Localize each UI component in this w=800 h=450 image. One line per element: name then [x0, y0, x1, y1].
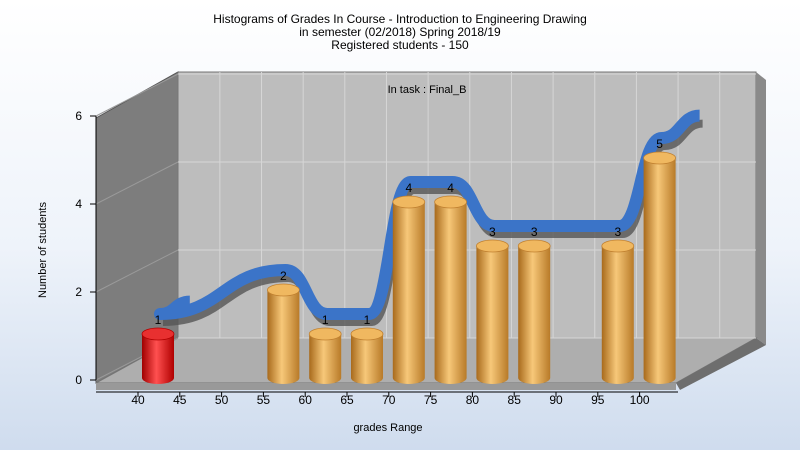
bar-body [309, 334, 342, 384]
y-axis-label: Number of students [37, 202, 49, 298]
bar-body [351, 334, 383, 384]
y-tick-label: 6 [75, 109, 82, 123]
bar-value-label: 1 [364, 313, 371, 327]
x-tick-label: 80 [466, 393, 480, 407]
bar-value-label: 1 [155, 313, 162, 327]
bar-body [518, 246, 551, 384]
bar-value-label: 5 [656, 137, 663, 151]
bar-value-label: 4 [405, 181, 412, 195]
x-tick-label: 100 [630, 393, 650, 407]
bar-80: 3 [475, 225, 509, 384]
bar-body [643, 158, 676, 384]
trend-ribbon [154, 109, 704, 326]
bar-top [475, 239, 509, 253]
bar-top [308, 327, 342, 341]
bar-body [476, 246, 509, 384]
bar-value-label: 3 [531, 225, 538, 239]
bar-top [517, 239, 551, 253]
y-tick-label: 0 [75, 373, 82, 387]
bar-70: 4 [392, 181, 426, 384]
bar-top [350, 327, 384, 341]
bar-top [643, 151, 676, 165]
bar-body [434, 202, 467, 384]
x-tick-label: 95 [591, 393, 605, 407]
x-axis: 40 45 50 55 60 65 70 75 80 85 90 95 100 [96, 391, 678, 407]
bar-top [434, 195, 468, 209]
task-annotation: In task : Final_B [388, 84, 467, 96]
bar-75: 4 [434, 181, 468, 384]
bar-top [601, 239, 635, 253]
bar-value-label: 4 [447, 181, 454, 195]
y-axis: 0 2 4 6 [75, 109, 97, 387]
x-tick-label: 75 [424, 393, 438, 407]
bar-95: 3 [601, 225, 635, 384]
bar-body [267, 290, 300, 384]
bar-value-label: 3 [614, 225, 621, 239]
bar-40: 1 [141, 313, 175, 384]
bar-body [142, 334, 174, 384]
floor-front-edge [96, 383, 676, 390]
chart-title-line-3: Registered students - 150 [331, 38, 469, 52]
x-tick-label: 65 [340, 393, 354, 407]
bars-group: 1 2 1 1 4 4 3 3 3 5 [141, 137, 676, 384]
x-tick-label: 40 [131, 393, 145, 407]
bar-55: 2 [266, 269, 300, 384]
bar-100: 5 [643, 137, 676, 384]
trend-shadow [162, 119, 704, 326]
chart-title-line-1: Histograms of Grades In Course - Introdu… [213, 12, 587, 26]
bar-top [392, 195, 426, 209]
x-tick-label: 90 [549, 393, 563, 407]
x-tick-label: 45 [173, 393, 187, 407]
back-wall-edge [756, 72, 766, 345]
bar-65: 1 [350, 313, 384, 384]
x-tick-label: 70 [382, 393, 396, 407]
bar-top [141, 327, 175, 341]
bar-body [392, 202, 425, 384]
bar-value-label: 3 [489, 225, 496, 239]
bar-top [266, 283, 300, 297]
floor-side-edge [676, 338, 766, 390]
x-tick-label: 60 [299, 393, 313, 407]
bar-value-label: 1 [322, 313, 329, 327]
x-tick-label: 50 [215, 393, 229, 407]
x-axis-label: grades Range [353, 422, 422, 434]
chart-title-line-2: in semester (02/2018) Spring 2018/19 [299, 25, 501, 39]
y-tick-label: 2 [75, 285, 82, 299]
bar-value-label: 2 [280, 269, 287, 283]
bar-85: 3 [517, 225, 551, 384]
y-tick-label: 4 [75, 197, 82, 211]
x-tick-label: 85 [508, 393, 522, 407]
bar-body [601, 246, 634, 384]
trend-line [154, 109, 701, 320]
x-tick-label: 55 [257, 393, 271, 407]
bar-60: 1 [308, 313, 342, 384]
